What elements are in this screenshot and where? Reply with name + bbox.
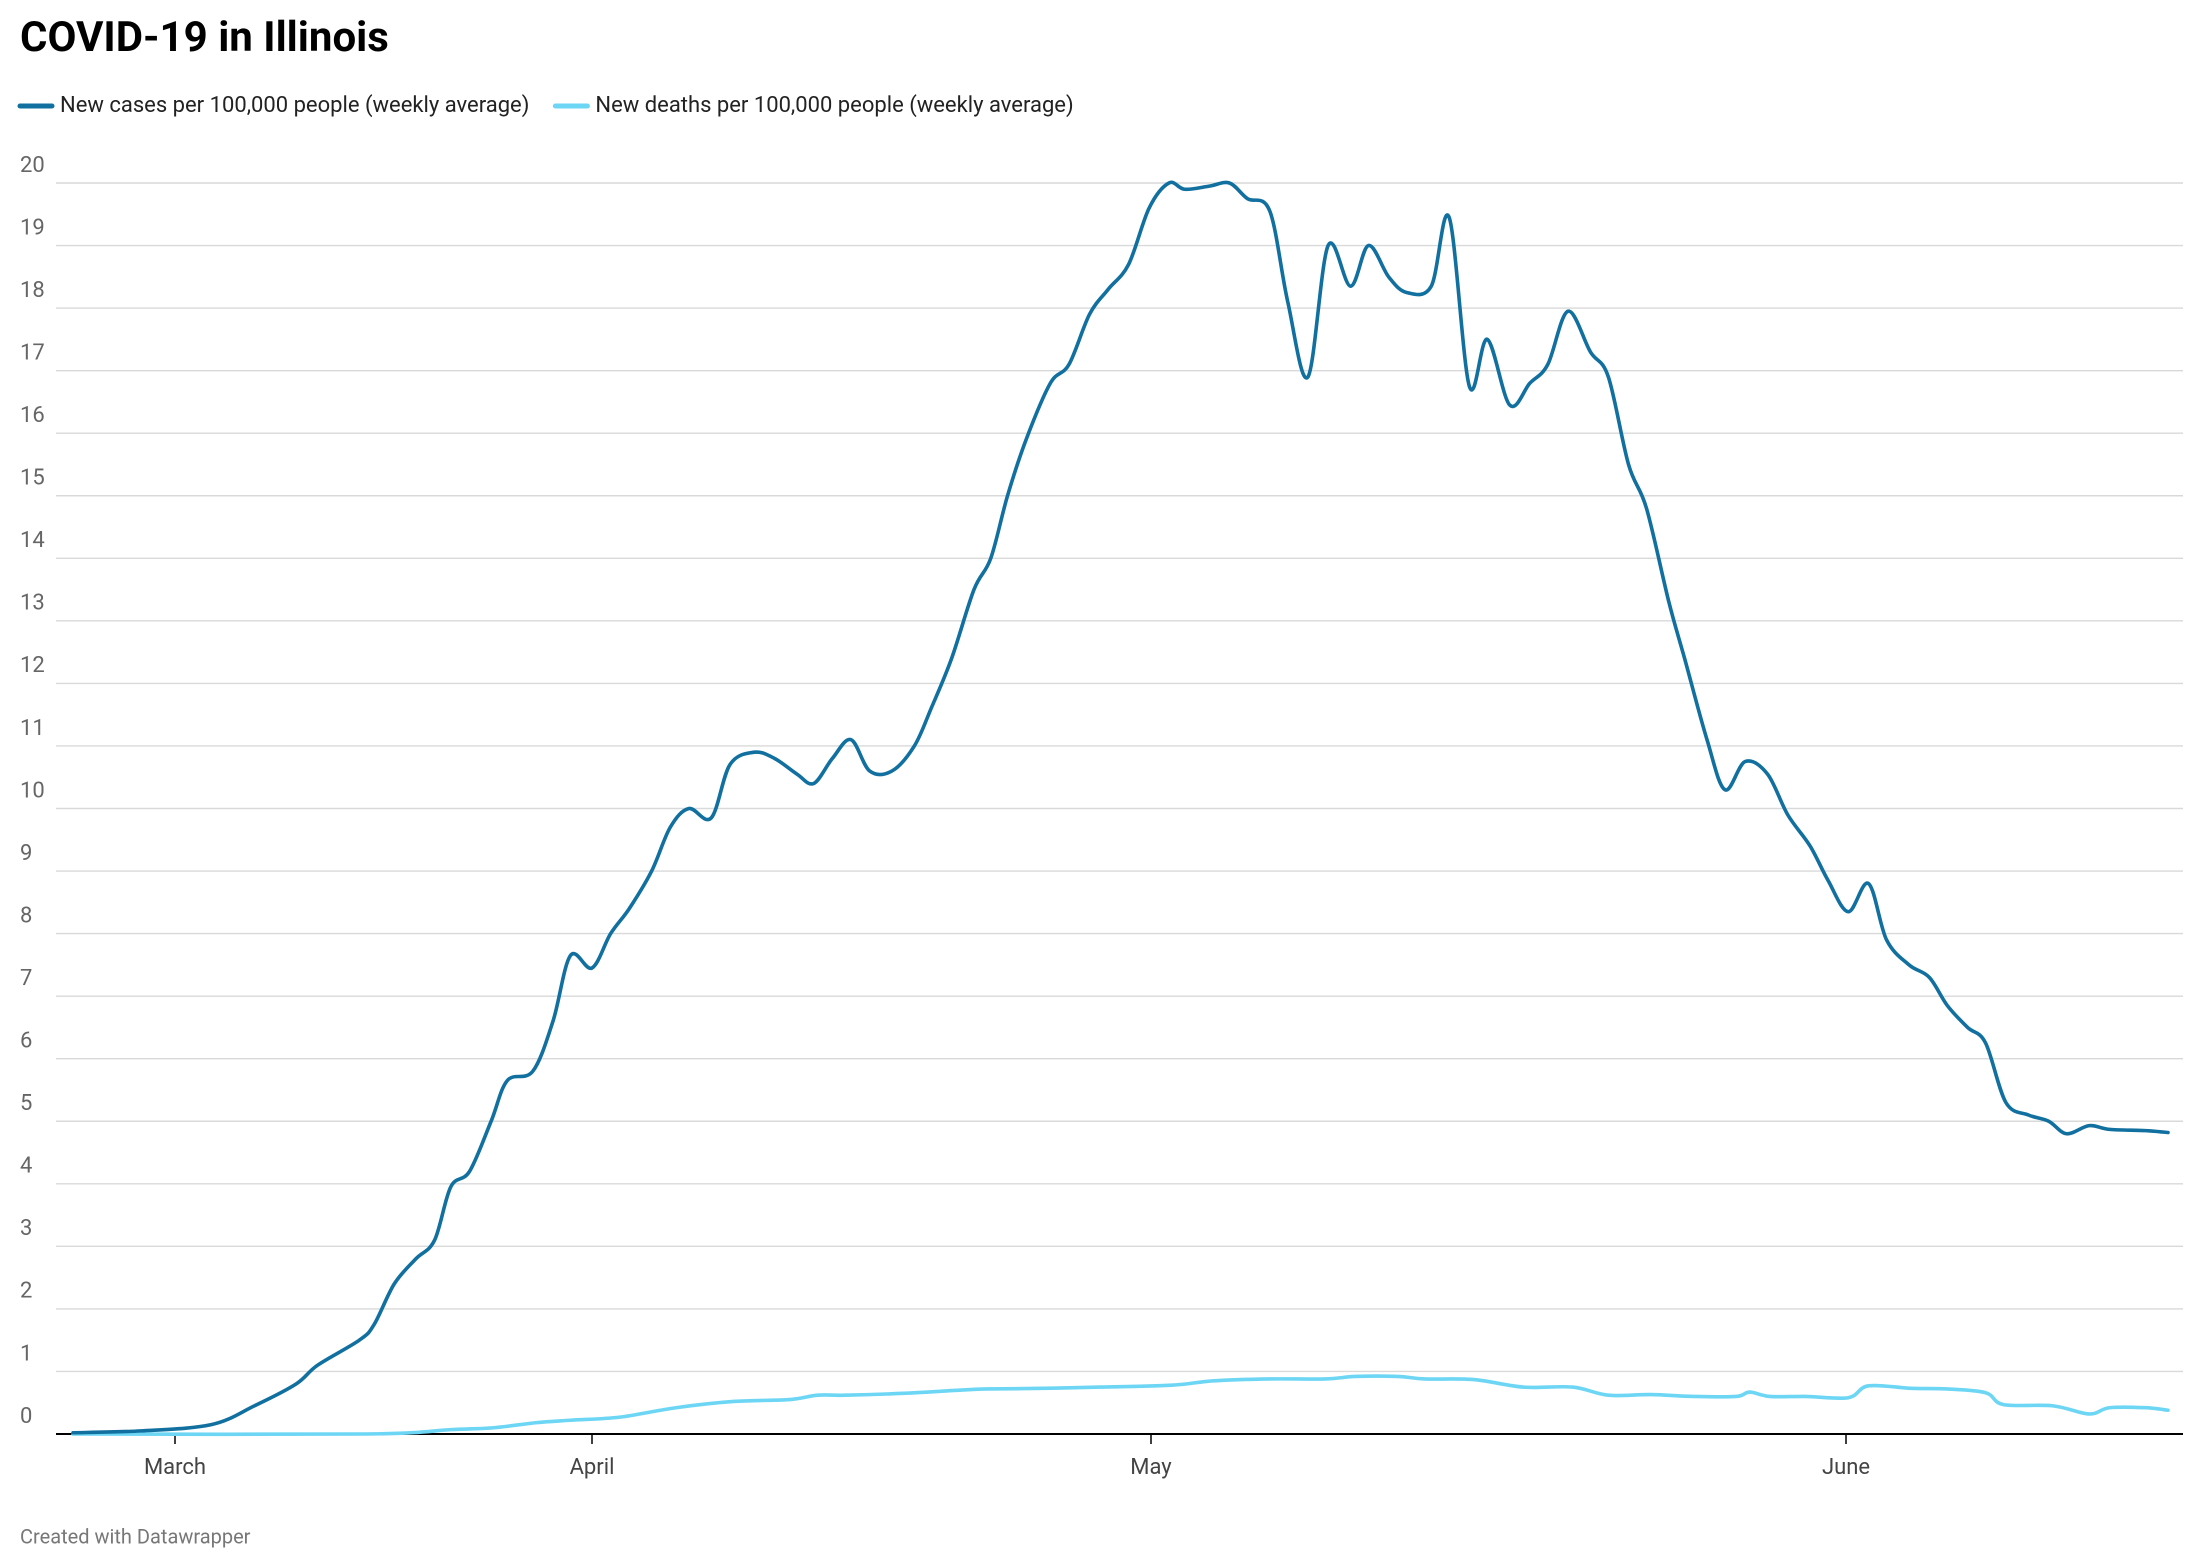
y-tick-label: 19 — [20, 215, 45, 240]
y-tick-label: 2 — [20, 1279, 32, 1304]
y-tick-label: 14 — [20, 528, 45, 553]
footer: Created with Datawrapper — [20, 1524, 251, 1548]
y-tick-label: 9 — [20, 841, 32, 866]
y-tick-label: 5 — [20, 1091, 32, 1116]
y-tick-label: 0 — [20, 1404, 32, 1429]
y-tick-label: 6 — [20, 1029, 32, 1054]
chart-title: COVID-19 in Illinois — [20, 13, 389, 62]
y-tick-label: 15 — [20, 466, 45, 491]
x-tick-label: May — [1130, 1455, 1172, 1480]
y-tick-label: 10 — [20, 778, 45, 803]
y-tick-label: 11 — [20, 716, 45, 741]
legend-label: New deaths per 100,000 people (weekly av… — [595, 93, 1073, 118]
y-tick-label: 12 — [20, 653, 45, 678]
y-tick-label: 7 — [20, 966, 32, 991]
series-line — [71, 1374, 2170, 1437]
y-tick-label: 4 — [20, 1154, 32, 1179]
y-tick-label: 1 — [20, 1341, 32, 1366]
x-tick-label: June — [1822, 1455, 1870, 1480]
y-tick-label: 20 — [20, 153, 45, 178]
y-tick-label: 16 — [20, 403, 45, 428]
legend-label: New cases per 100,000 people (weekly ave… — [60, 93, 529, 118]
series-line — [71, 180, 2170, 1435]
x-tick-label: April — [570, 1455, 615, 1480]
y-tick-label: 17 — [20, 340, 45, 365]
y-tick-label: 18 — [20, 278, 45, 303]
y-tick-label: 13 — [20, 591, 45, 616]
x-tick-label: March — [144, 1455, 206, 1480]
y-tick-label: 8 — [20, 903, 32, 928]
y-tick-label: 3 — [20, 1216, 32, 1241]
